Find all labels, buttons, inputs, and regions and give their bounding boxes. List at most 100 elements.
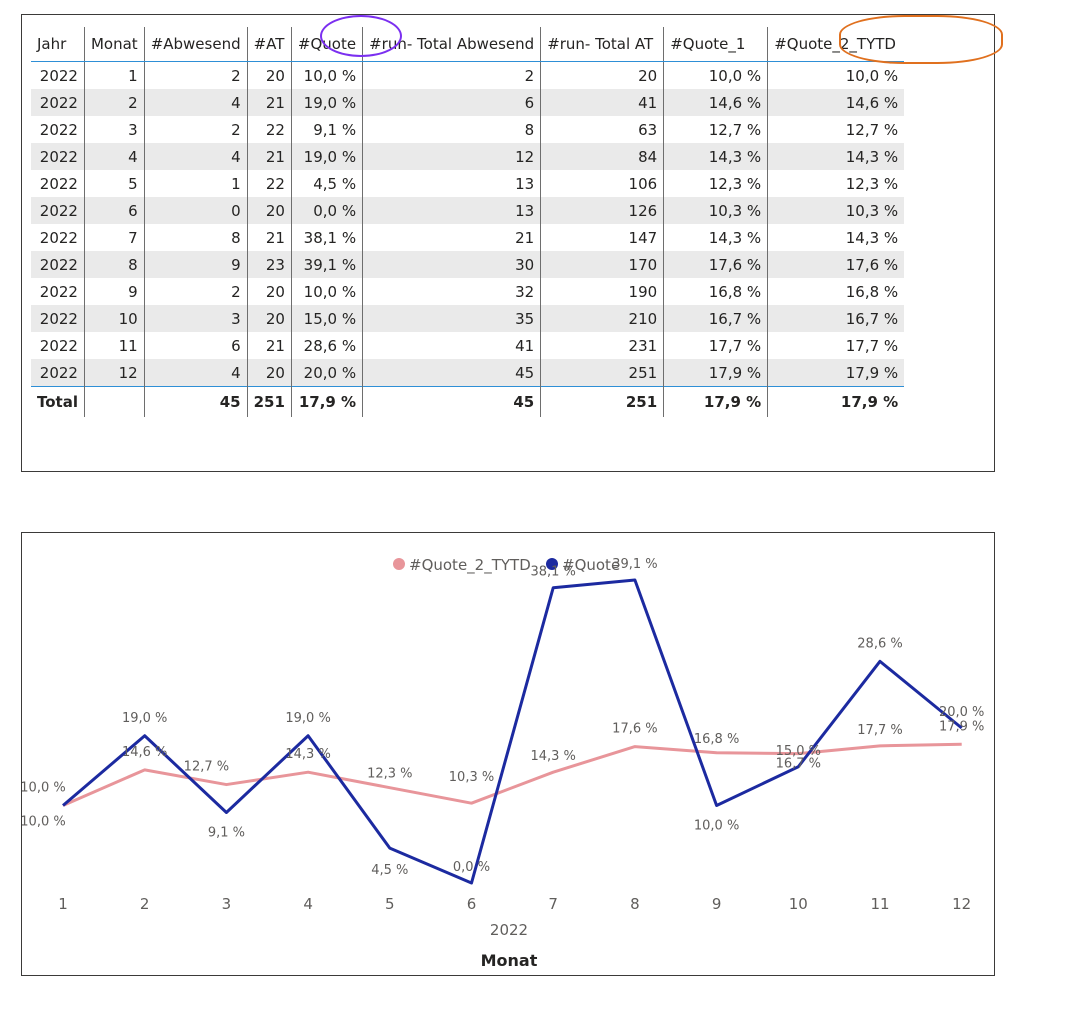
table-cell: 21 bbox=[362, 224, 541, 251]
total-cell: 17,9 % bbox=[290, 386, 363, 417]
table-cell: 2022 bbox=[31, 143, 85, 170]
x-tick-label: 5 bbox=[385, 895, 395, 913]
table-cell: 17,9 % bbox=[663, 359, 768, 387]
table-cell: 63 bbox=[540, 116, 664, 143]
table-cell: 2022 bbox=[39, 120, 78, 139]
table-cell: 2022 bbox=[39, 174, 78, 193]
table-cell: 32 bbox=[362, 278, 541, 305]
data-label: 14,6 % bbox=[122, 745, 167, 760]
table-cell: 15,0 % bbox=[290, 305, 363, 332]
data-label: 17,9 % bbox=[939, 719, 984, 734]
table-cell: 6 bbox=[83, 197, 145, 224]
legend-label-quote: #Quote bbox=[562, 556, 620, 574]
table-cell: 2 bbox=[362, 61, 541, 89]
table-cell: 13 bbox=[362, 170, 541, 197]
table-row: 2022 11 6 21 28,6 % 41 231 17,7 % 17,7 % bbox=[31, 332, 905, 359]
column-header[interactable]: #Abwesend bbox=[143, 27, 248, 62]
table-cell: 7 bbox=[83, 224, 145, 251]
data-label: 12,3 % bbox=[367, 767, 412, 782]
table-cell: 12,3 % bbox=[663, 170, 768, 197]
total-cell: 251 bbox=[540, 386, 664, 417]
total-cell: 17,9 % bbox=[767, 386, 905, 417]
table-cell: 2022 bbox=[31, 197, 85, 224]
table-cell: 2022 bbox=[39, 336, 78, 355]
table-cell: 17,7 % bbox=[767, 332, 905, 359]
table-cell: 16,8 % bbox=[663, 278, 768, 305]
x-tick-label: 11 bbox=[870, 895, 889, 913]
data-label: 10,0 % bbox=[694, 819, 739, 834]
table-cell: 10 bbox=[83, 305, 145, 332]
table-cell: 14,6 % bbox=[663, 89, 768, 116]
table-cell: 10,3 % bbox=[663, 197, 768, 224]
x-tick-label: 2 bbox=[140, 895, 150, 913]
table-cell: 45 bbox=[362, 359, 541, 387]
total-cell: 251 bbox=[246, 386, 292, 417]
column-header[interactable]: #Quote_1 bbox=[663, 27, 768, 62]
table-row: 2022 3 2 22 9,1 % 8 63 12,7 % 12,7 % bbox=[31, 116, 905, 143]
table-row: 2022 6 0 20 0,0 % 13 126 10,3 % 10,3 % bbox=[31, 197, 905, 224]
table-cell: 10,0 % bbox=[663, 61, 768, 89]
column-header[interactable]: #run- Total AT bbox=[540, 27, 664, 62]
table-cell: 9 bbox=[143, 251, 248, 278]
table-cell: 13 bbox=[362, 197, 541, 224]
data-label: 20,0 % bbox=[939, 705, 984, 720]
table-header-row: Jahr Monat #Abwesend #AT #Quote #run- Total A… bbox=[31, 27, 905, 62]
table-row: 2022 2 4 21 19,0 % 6 41 14,6 % 14,6 % bbox=[31, 89, 905, 116]
data-label: 38,1 % bbox=[530, 565, 575, 580]
data-label: 0,0 % bbox=[453, 860, 490, 875]
table-row: 2022 1 2 20 10,0 % 2 20 10,0 % 10,0 % bbox=[31, 61, 905, 89]
table-cell: 20 bbox=[246, 197, 292, 224]
orange-highlight-circle bbox=[839, 15, 1003, 64]
x-tick-label: 3 bbox=[222, 895, 232, 913]
table-cell: 8 bbox=[83, 251, 145, 278]
table-cell: 16,8 % bbox=[767, 278, 905, 305]
data-label: 10,3 % bbox=[449, 770, 494, 785]
table-cell: 10,0 % bbox=[290, 278, 363, 305]
table-cell: 30 bbox=[362, 251, 541, 278]
data-label: 14,3 % bbox=[530, 749, 575, 764]
table-cell: 20 bbox=[246, 61, 292, 89]
data-label: 10,0 % bbox=[22, 815, 66, 830]
table-cell: 6 bbox=[362, 89, 541, 116]
table-cell: 4 bbox=[143, 89, 248, 116]
table-cell: 3 bbox=[143, 305, 248, 332]
total-cell bbox=[83, 386, 145, 417]
table-cell: 20 bbox=[246, 278, 292, 305]
table-cell: 19,0 % bbox=[290, 143, 363, 170]
total-cell: 45 bbox=[362, 386, 541, 417]
data-label: 39,1 % bbox=[612, 557, 657, 572]
table-cell: 14,6 % bbox=[767, 89, 905, 116]
x-tick-label: 1 bbox=[58, 895, 68, 913]
data-label: 4,5 % bbox=[371, 863, 408, 878]
table-cell: 14,3 % bbox=[663, 224, 768, 251]
x-tick-label: 10 bbox=[789, 895, 808, 913]
column-header[interactable]: #AT bbox=[246, 27, 292, 62]
table-cell: 21 bbox=[246, 332, 292, 359]
data-label: 12,7 % bbox=[184, 760, 229, 775]
table-cell: 20 bbox=[246, 305, 292, 332]
data-label: 15,0 % bbox=[776, 744, 821, 759]
series-line-quote-2-tytd bbox=[62, 742, 962, 807]
data-label: 17,7 % bbox=[857, 723, 902, 738]
table-cell: 4 bbox=[143, 143, 248, 170]
total-cell: Total bbox=[31, 386, 85, 417]
x-tick-label: 12 bbox=[952, 895, 971, 913]
x-tick-label: 9 bbox=[712, 895, 722, 913]
column-header[interactable]: Monat bbox=[83, 27, 145, 62]
table-row: 2022 4 4 21 19,0 % 12 84 14,3 % 14,3 % bbox=[31, 143, 905, 170]
x-tick-label: 4 bbox=[303, 895, 313, 913]
data-label: 17,6 % bbox=[612, 722, 657, 737]
table-cell: 6 bbox=[143, 332, 248, 359]
data-label: 19,0 % bbox=[285, 711, 330, 726]
table-cell: 0,0 % bbox=[290, 197, 363, 224]
column-header[interactable]: Jahr bbox=[31, 27, 85, 62]
table-cell: 8 bbox=[362, 116, 541, 143]
table-cell: 2022 bbox=[31, 251, 85, 278]
table-cell: 106 bbox=[540, 170, 664, 197]
data-label: 9,1 % bbox=[208, 825, 245, 840]
table-cell: 2 bbox=[143, 61, 248, 89]
table-cell: 9,1 % bbox=[290, 116, 363, 143]
purple-highlight-circle bbox=[320, 15, 402, 57]
x-tick-label: 6 bbox=[467, 895, 477, 913]
